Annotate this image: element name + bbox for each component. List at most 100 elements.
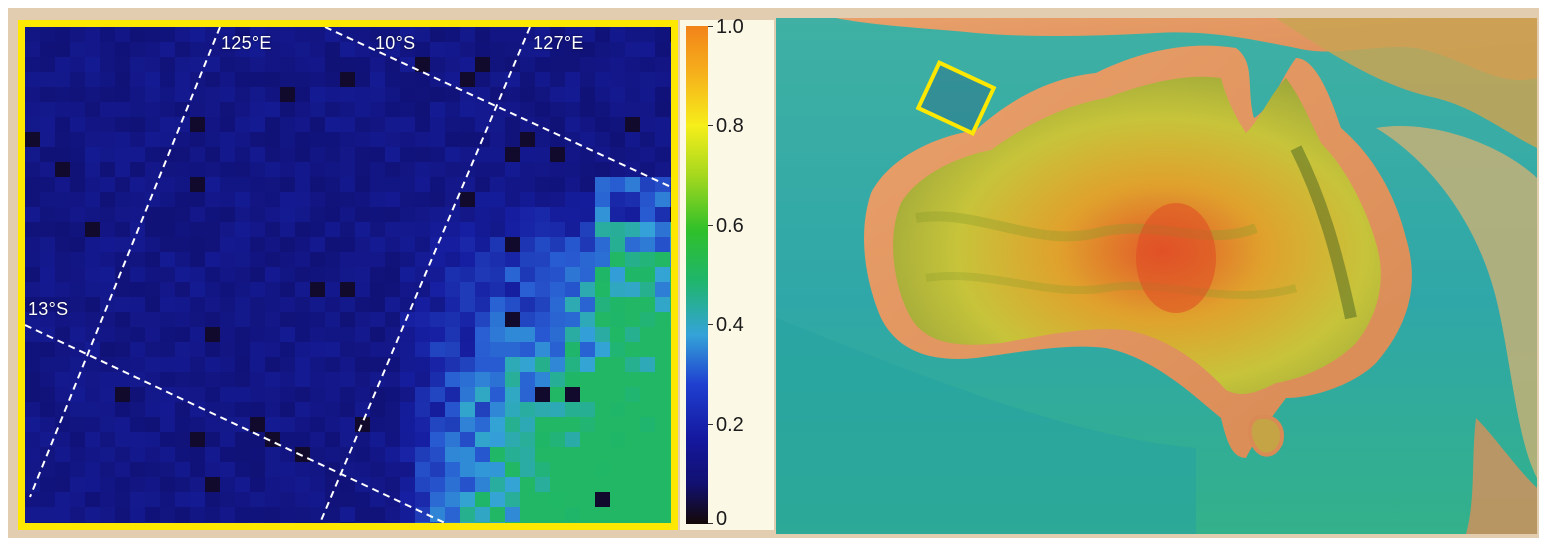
heatmap-cell (520, 147, 536, 163)
heatmap-cell (415, 312, 431, 328)
heatmap-cell (175, 267, 191, 283)
heatmap-cell (280, 252, 296, 268)
heatmap-cell (565, 357, 581, 373)
heatmap-cell (610, 447, 626, 463)
heatmap-cell (280, 462, 296, 478)
heatmap-cell (25, 522, 41, 523)
colorbar-tick-label: 0.8 (716, 115, 744, 137)
australia-mainland (893, 76, 1381, 394)
heatmap-cell (610, 342, 626, 358)
heatmap-cell (190, 462, 206, 478)
heatmap-cell (460, 267, 476, 283)
heatmap-cell (475, 147, 491, 163)
heatmap-cell (70, 132, 86, 148)
heatmap-cell (310, 162, 326, 178)
heatmap-cell (205, 207, 221, 223)
heatmap-cell (205, 162, 221, 178)
heatmap-cell (475, 492, 491, 508)
heatmap-cell (235, 57, 251, 73)
heatmap-cell (340, 192, 356, 208)
heatmap-cell (115, 132, 131, 148)
heatmap-cell (475, 357, 491, 373)
heatmap-cell (640, 447, 656, 463)
heatmap-cell (55, 102, 71, 118)
heatmap-cell (280, 432, 296, 448)
heatmap-cell (190, 342, 206, 358)
heatmap-cell (55, 147, 71, 163)
heatmap-cell (325, 282, 341, 298)
heatmap-cell (370, 357, 386, 373)
heatmap-cell (640, 507, 656, 523)
heatmap-cell (595, 372, 611, 388)
heatmap-cell (505, 102, 521, 118)
heatmap-cell (205, 267, 221, 283)
heatmap-cell (85, 447, 101, 463)
heatmap-cell (175, 87, 191, 103)
heatmap-cell (580, 462, 596, 478)
heatmap-cell (175, 417, 191, 433)
heatmap-cell (340, 162, 356, 178)
heatmap-cell (280, 522, 296, 523)
heatmap-cell (100, 132, 116, 148)
heatmap-cell (175, 507, 191, 523)
heatmap-cell (340, 102, 356, 118)
heatmap-cell (595, 207, 611, 223)
heatmap-cell (40, 402, 56, 418)
heatmap-cell (235, 267, 251, 283)
heatmap-cell (625, 462, 641, 478)
heatmap-cell (100, 252, 116, 268)
heatmap-cell (205, 462, 221, 478)
heatmap-cell (325, 267, 341, 283)
heatmap-cell (25, 132, 41, 148)
heatmap-cell (340, 177, 356, 193)
heatmap-cell (55, 72, 71, 88)
heatmap-cell (385, 237, 401, 253)
heatmap-cell (40, 27, 56, 43)
heatmap-cell (280, 357, 296, 373)
heatmap-cell (595, 162, 611, 178)
heatmap-cell (550, 477, 566, 493)
heatmap-cell (670, 312, 671, 328)
heatmap-cell (130, 522, 146, 523)
heatmap-cell (385, 147, 401, 163)
heatmap-cell (145, 447, 161, 463)
heatmap-cell (235, 522, 251, 523)
heatmap-cell (190, 447, 206, 463)
heatmap-cell (85, 387, 101, 403)
heatmap-cell (565, 417, 581, 433)
heatmap-cell (100, 462, 116, 478)
heatmap-cell (475, 417, 491, 433)
heatmap-cell (310, 387, 326, 403)
heatmap-cell (175, 342, 191, 358)
heatmap-cell (385, 87, 401, 103)
heatmap-cell (40, 42, 56, 58)
heatmap-cell (145, 312, 161, 328)
heatmap-cell (310, 57, 326, 73)
heatmap-cell (580, 417, 596, 433)
heatmap-cell (85, 102, 101, 118)
heatmap-cell (325, 237, 341, 253)
heatmap-cell (535, 87, 551, 103)
heatmap-cell (175, 207, 191, 223)
heatmap-cell (160, 252, 176, 268)
heatmap-cell (505, 42, 521, 58)
heatmap-cell (535, 297, 551, 313)
heatmap-cell (400, 87, 416, 103)
heatmap-cell (295, 462, 311, 478)
heatmap-cell (460, 237, 476, 253)
tickmark-0 (708, 523, 713, 524)
heatmap-cell (100, 27, 116, 43)
heatmap-cell (670, 402, 671, 418)
heatmap-cell (115, 192, 131, 208)
heatmap-cell (160, 222, 176, 238)
heatmap-cell (70, 417, 86, 433)
lon-127e-label: 127°E (533, 33, 584, 53)
heatmap-cell (190, 312, 206, 328)
heatmap-cell (580, 222, 596, 238)
heatmap-cell (625, 207, 641, 223)
heatmap-cell (310, 297, 326, 313)
heatmap-cell (565, 447, 581, 463)
heatmap-cell (595, 27, 611, 43)
heatmap-cell (190, 507, 206, 523)
heatmap-cell (265, 417, 281, 433)
